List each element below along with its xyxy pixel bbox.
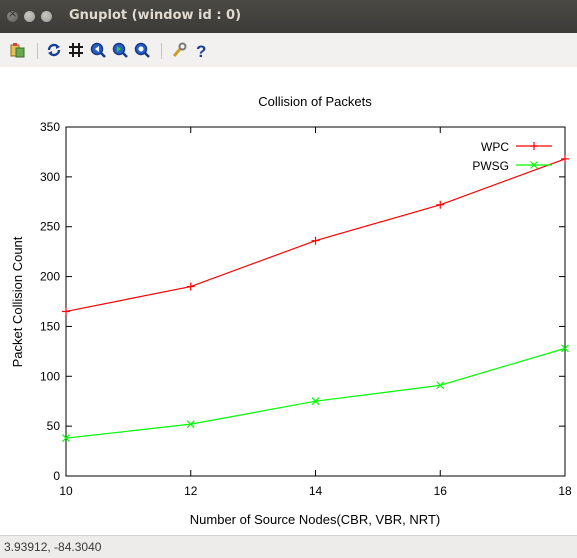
grid-button[interactable] bbox=[67, 41, 85, 59]
svg-text:?: ? bbox=[196, 42, 206, 58]
point-marker bbox=[62, 434, 70, 443]
data-point-wpc bbox=[186, 282, 195, 291]
maximize-window-button[interactable] bbox=[41, 11, 52, 22]
y-tick-label: 200 bbox=[40, 270, 60, 284]
y-tick-label: 250 bbox=[40, 220, 60, 234]
plot-border bbox=[65, 126, 566, 477]
data-point-pwsg bbox=[561, 344, 569, 353]
next-zoom-button[interactable] bbox=[111, 41, 129, 59]
status-bar: 3.93912, -84.3040 bbox=[0, 535, 577, 558]
grid-icon bbox=[69, 43, 83, 57]
data-series bbox=[62, 154, 569, 443]
autoscale-icon bbox=[134, 42, 150, 58]
previous-zoom-button[interactable] bbox=[89, 41, 107, 59]
settings-icon bbox=[172, 42, 187, 57]
window-titlebar: Gnuplot (window id : 0) bbox=[0, 0, 577, 33]
x-tick-label: 18 bbox=[558, 484, 572, 498]
x-tick-label: 14 bbox=[309, 484, 323, 498]
copy-to-clipboard-button[interactable] bbox=[9, 41, 27, 59]
chart-title: Collision of Packets bbox=[258, 94, 372, 109]
x-tick-label: 12 bbox=[184, 484, 198, 498]
point-marker bbox=[186, 420, 195, 429]
y-tick-label: 300 bbox=[40, 170, 60, 184]
toolbar-separator bbox=[37, 43, 38, 59]
y-tick-label: 100 bbox=[40, 369, 60, 383]
minimize-window-button[interactable] bbox=[24, 11, 35, 22]
axis-ticks: 0 50 100 150 200 250 300 350 10 12 14 16 18 bbox=[40, 120, 572, 498]
x-axis-label: Number of Source Nodes(CBR, VBR, NRT) bbox=[190, 512, 440, 527]
data-point-wpc bbox=[62, 307, 70, 316]
y-tick-label: 0 bbox=[53, 469, 60, 483]
y-tick-label: 50 bbox=[47, 419, 61, 433]
toolbar-separator bbox=[161, 43, 162, 59]
help-icon: ? bbox=[196, 42, 206, 58]
y-axis-label: Packet Collision Count bbox=[10, 236, 25, 367]
close-window-button[interactable] bbox=[7, 7, 18, 22]
point-marker bbox=[561, 344, 569, 353]
data-point-pwsg bbox=[311, 397, 320, 406]
plot-canvas[interactable]: Collision of Packets Number of Source No… bbox=[0, 67, 577, 535]
x-tick-label: 10 bbox=[59, 484, 73, 498]
point-marker bbox=[436, 381, 445, 390]
data-point-pwsg bbox=[186, 420, 195, 429]
legend-marker bbox=[530, 161, 538, 169]
replot-icon bbox=[47, 43, 61, 57]
data-point-pwsg bbox=[62, 434, 70, 443]
legend-label-pwsg: PWSG bbox=[472, 159, 509, 173]
toolbar: ? bbox=[0, 33, 577, 67]
previous-zoom-icon bbox=[90, 42, 106, 58]
line-chart: Collision of Packets Number of Source No… bbox=[10, 94, 572, 527]
autoscale-button[interactable] bbox=[133, 41, 151, 59]
data-point-pwsg bbox=[436, 381, 445, 390]
point-marker bbox=[311, 397, 320, 406]
chart-legend: WPC PWSG bbox=[472, 140, 552, 173]
y-tick-label: 150 bbox=[40, 319, 60, 333]
cursor-coordinates: 3.93912, -84.3040 bbox=[4, 540, 102, 554]
legend-label-wpc: WPC bbox=[481, 140, 509, 154]
y-tick-label: 350 bbox=[40, 120, 60, 134]
replot-button[interactable] bbox=[45, 41, 63, 59]
series-line-pwsg bbox=[65, 347, 566, 439]
next-zoom-icon bbox=[112, 42, 128, 58]
copy-to-clipboard-icon bbox=[10, 43, 25, 58]
data-point-wpc bbox=[436, 200, 445, 209]
settings-button[interactable] bbox=[170, 41, 188, 59]
window-title: Gnuplot (window id : 0) bbox=[69, 8, 242, 23]
x-tick-label: 16 bbox=[434, 484, 448, 498]
series-line-wpc bbox=[65, 158, 566, 313]
data-point-wpc bbox=[311, 236, 320, 245]
data-point-wpc bbox=[561, 154, 569, 163]
help-button[interactable]: ? bbox=[192, 41, 210, 59]
